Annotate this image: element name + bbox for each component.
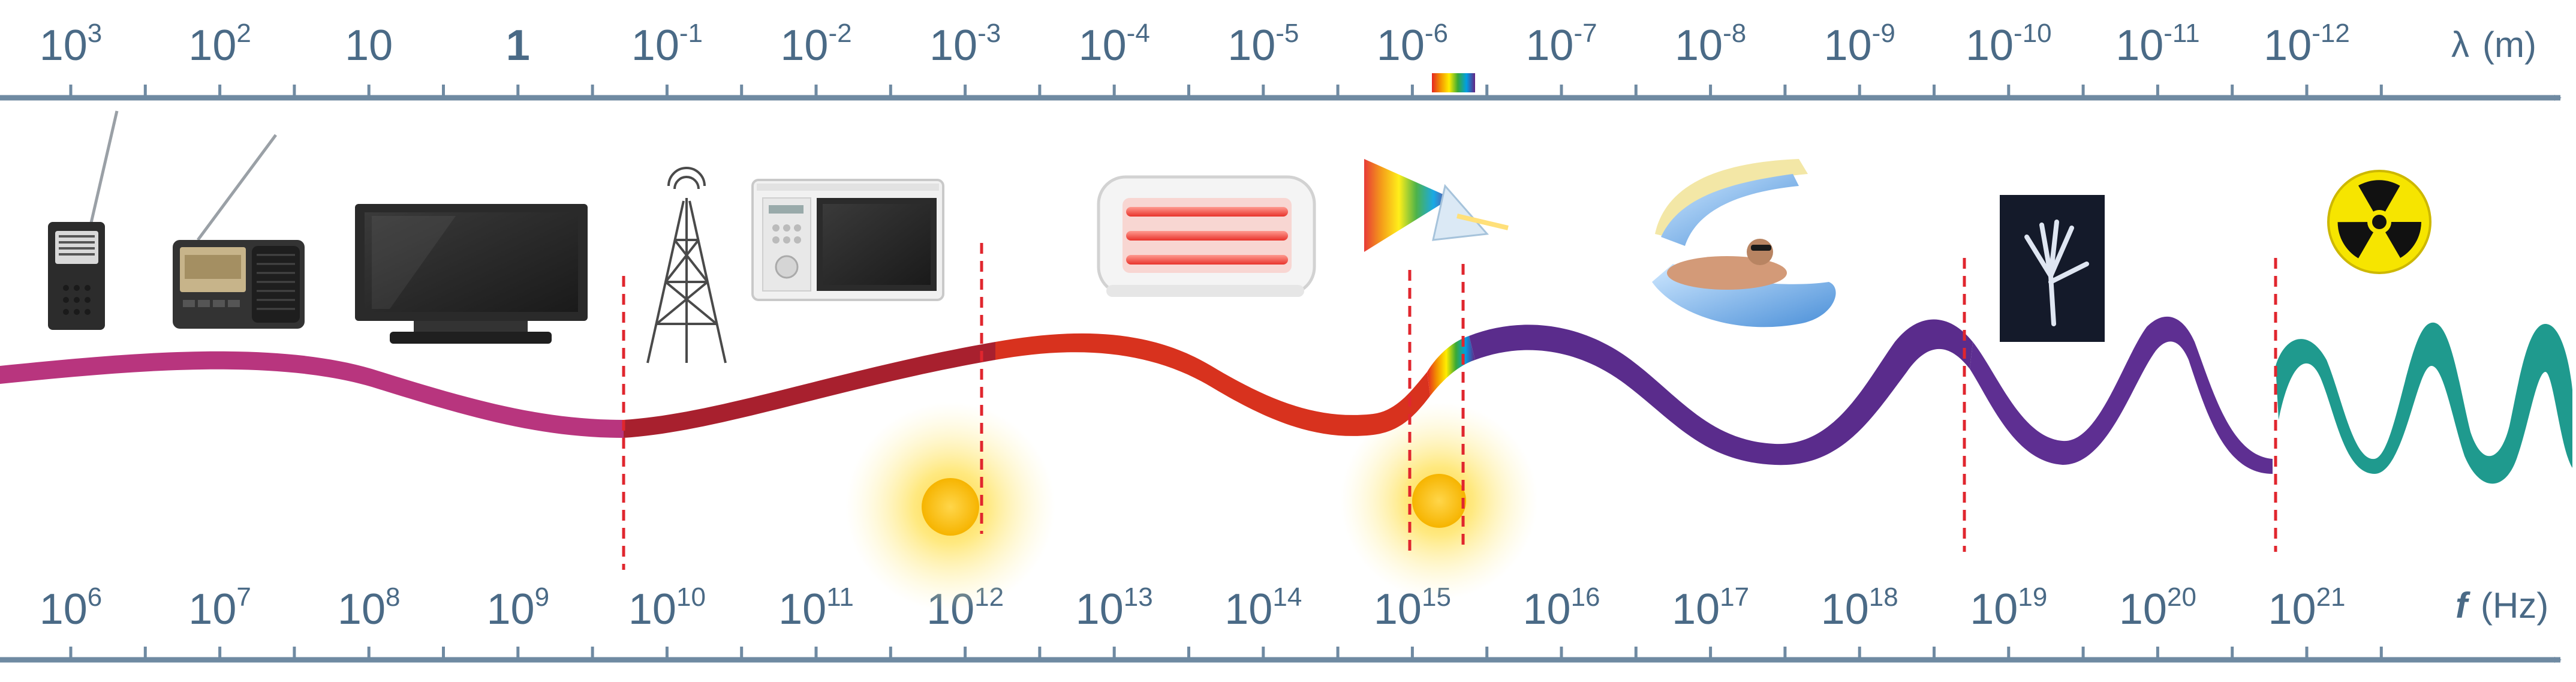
frequency-label: 1020	[2119, 582, 2196, 633]
wavelength-label: 1	[506, 22, 530, 70]
em-wave-ribbon	[0, 316, 2572, 484]
wavelength-label: 10-6	[1377, 19, 1448, 70]
wavelength-axis: 103 102 10 1 10-1 10-2 10-3 10-4 10-5 10-6 10-7 10-…	[0, 19, 2562, 101]
frequency-label: 1018	[1821, 582, 1898, 633]
wavelength-label: 10-5	[1227, 19, 1299, 70]
glow-sun-icon	[845, 402, 1055, 612]
infrared-heater-icon	[1097, 175, 1316, 297]
xray-hand-icon	[2000, 195, 2105, 342]
wave-segment-visible	[1427, 336, 1475, 396]
glow-sun-icon	[1340, 402, 1538, 600]
visible-spectrum-swatch	[1432, 73, 1475, 92]
radiation-hazard-icon	[2327, 170, 2431, 274]
frequency-label: 108	[338, 582, 401, 633]
wavelength-ticks	[69, 85, 2383, 98]
frequency-ticks	[69, 647, 2383, 660]
wave-segment-radio	[0, 351, 624, 438]
microwave-oven-icon	[751, 179, 944, 301]
frequency-label: 1019	[1970, 582, 2047, 633]
frequency-label: 1011	[778, 582, 854, 633]
wavelength-label: 103	[40, 19, 103, 70]
frequency-label: 106	[40, 582, 103, 633]
frequency-label: 109	[487, 582, 550, 633]
wavelength-label: 10-4	[1079, 19, 1150, 70]
frequency-label: 1013	[1076, 582, 1153, 633]
clock-radio-icon	[173, 134, 305, 329]
wavelength-label: 10-12	[2264, 19, 2350, 70]
frequency-label: 1014	[1224, 582, 1302, 633]
wavelength-labels: 103 102 10 1 10-1 10-2 10-3 10-4 10-5 10-6 10-7 10-…	[40, 19, 2350, 70]
wavelength-label: 10-1	[631, 19, 703, 70]
wave-segment-gamma	[2276, 322, 2572, 484]
wavelength-label: 10	[345, 22, 393, 70]
wavelength-label: 10-9	[1824, 19, 1895, 70]
wavelength-label: 10-2	[780, 19, 851, 70]
wavelength-label: 10-7	[1525, 19, 1597, 70]
wave-segment-infrared	[995, 333, 1430, 436]
wavelength-label: 10-8	[1675, 19, 1746, 70]
wavelength-label: 102	[188, 19, 251, 70]
frequency-label: 107	[188, 582, 251, 633]
wavelength-unit: λ (m)	[2451, 25, 2536, 65]
frequency-label: 1017	[1672, 582, 1749, 633]
wavelength-label: 10-10	[1966, 19, 2052, 70]
wavelength-label: 10-3	[929, 19, 1001, 70]
frequency-axis: 1061071081091010101110121013101410151016…	[0, 582, 2562, 663]
region-boundaries	[622, 243, 2277, 570]
frequency-label: 1016	[1522, 582, 1600, 633]
wave-segment-microwave	[624, 342, 995, 438]
frequency-unit: f (Hz)	[2455, 585, 2548, 626]
portable-radio-icon	[48, 110, 119, 330]
radio-tower-icon	[646, 167, 727, 363]
wave-segment-ultraviolet	[1469, 319, 1973, 465]
frequency-labels: 1061071081091010101110121013101410151016…	[40, 582, 2346, 633]
wave-segment-xray	[1970, 316, 2273, 474]
prism-icon	[1364, 159, 1509, 252]
frequency-label: 1010	[628, 582, 706, 633]
frequency-label: 1021	[2268, 582, 2345, 633]
wavelength-label: 10-11	[2115, 19, 2199, 70]
television-icon	[355, 204, 588, 344]
tanning-bed-icon	[1652, 159, 1836, 328]
